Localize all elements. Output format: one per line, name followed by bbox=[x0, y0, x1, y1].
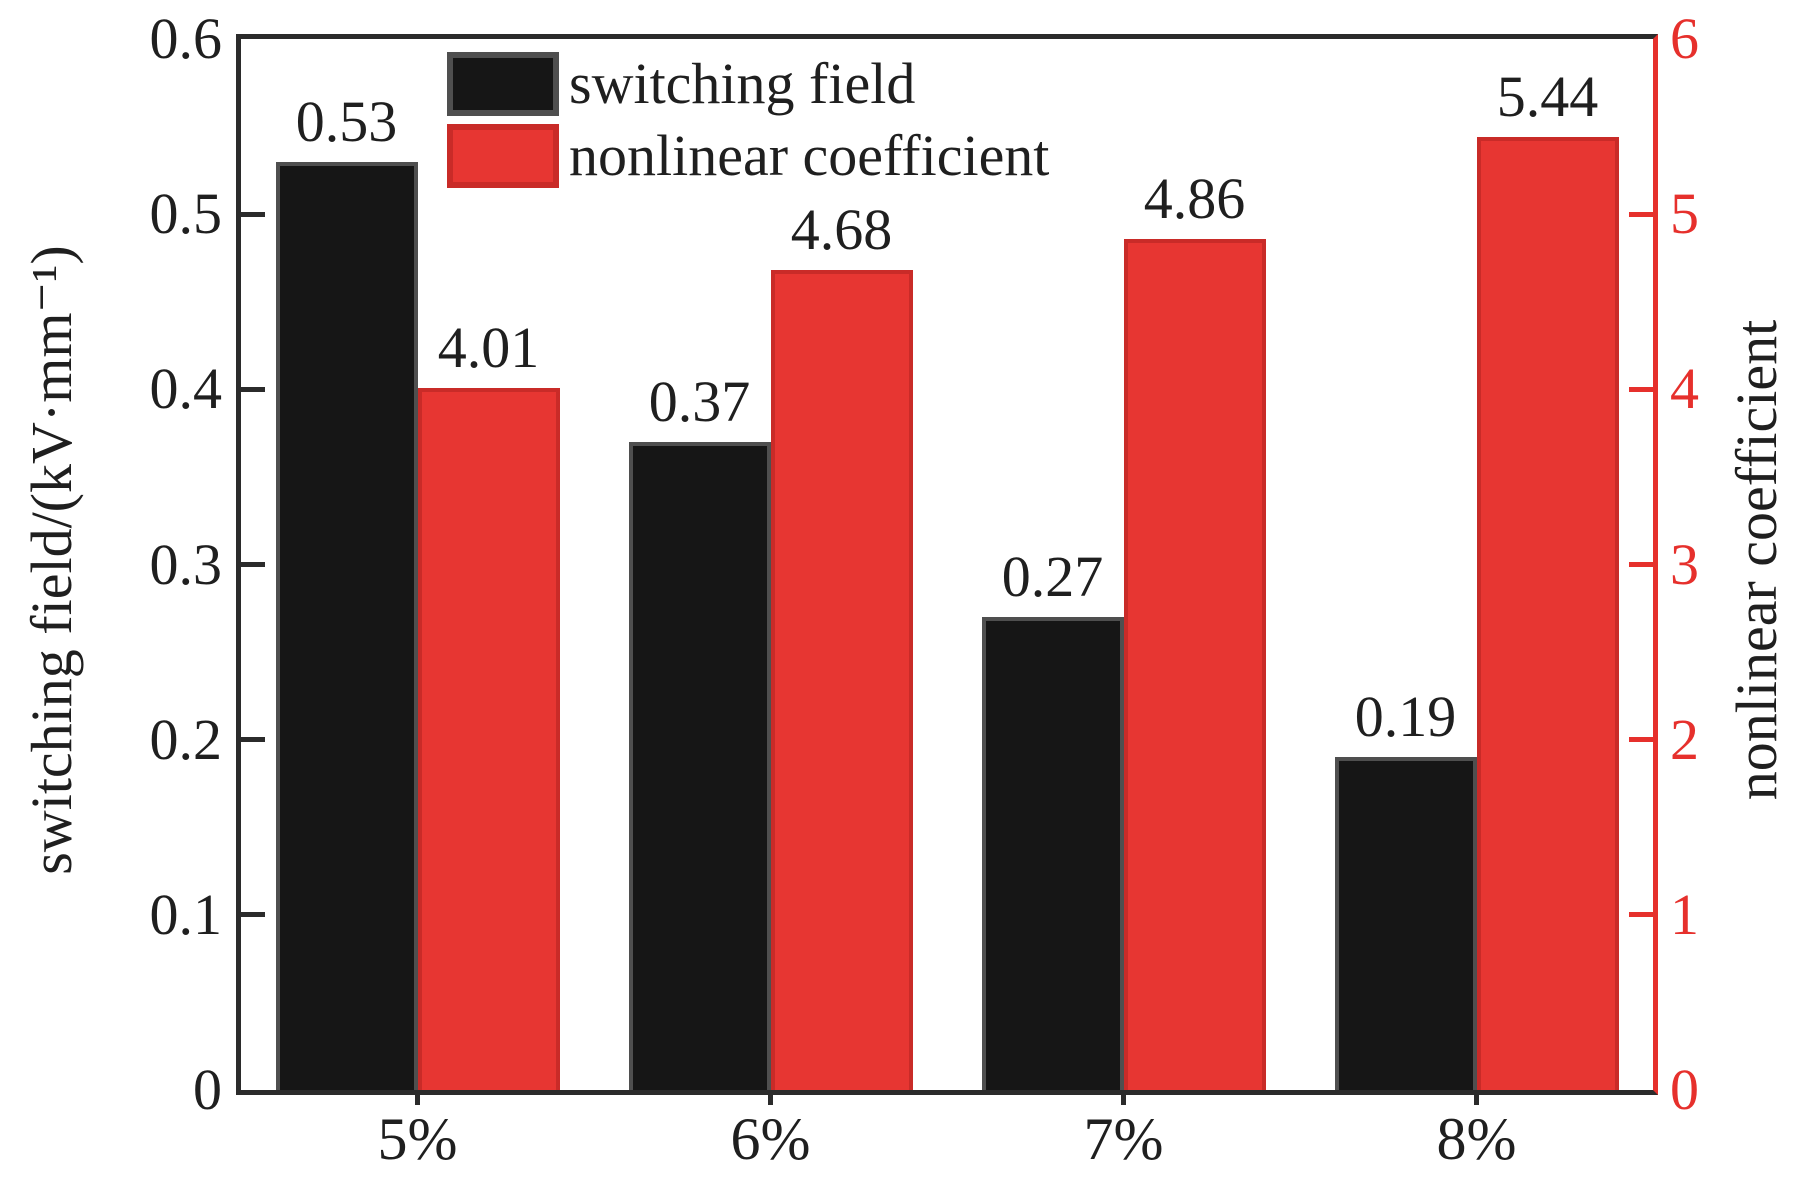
bar-nonlinear-coefficient-5% bbox=[417, 387, 560, 1090]
bar-switching-field-6% bbox=[628, 441, 771, 1090]
x-tick-6% bbox=[768, 1095, 773, 1105]
left-tick-label-0: 0 bbox=[193, 1057, 222, 1122]
x-tick-label-7%: 7% bbox=[1083, 1106, 1164, 1172]
x-tick-8% bbox=[1474, 1095, 1479, 1105]
left-tick-0.1 bbox=[241, 912, 265, 918]
right-tick-5 bbox=[1629, 211, 1653, 217]
value-label-nonlinear-coefficient-8%: 5.44 bbox=[1496, 64, 1599, 130]
value-label-nonlinear-coefficient-6%: 4.68 bbox=[790, 197, 893, 263]
legend: switching field nonlinear coefficient bbox=[447, 48, 1049, 192]
value-label-switching-field-6%: 0.37 bbox=[648, 368, 751, 434]
value-label-nonlinear-coefficient-7%: 4.86 bbox=[1143, 165, 1246, 231]
right-tick-label-1: 1 bbox=[1670, 881, 1699, 947]
plot-area bbox=[236, 34, 1658, 1095]
bar-nonlinear-coefficient-7% bbox=[1123, 238, 1266, 1090]
left-tick-label-0.1: 0.1 bbox=[149, 881, 223, 947]
legend-swatch-switching-field bbox=[447, 52, 559, 116]
value-label-switching-field-5%: 0.53 bbox=[295, 88, 398, 154]
x-tick-label-5%: 5% bbox=[377, 1106, 458, 1172]
x-tick-7% bbox=[1121, 1095, 1126, 1105]
right-tick-2 bbox=[1629, 737, 1653, 743]
value-label-nonlinear-coefficient-5%: 4.01 bbox=[437, 314, 540, 380]
right-tick-3 bbox=[1629, 562, 1653, 567]
left-tick-label-0.4: 0.4 bbox=[149, 356, 223, 422]
left-tick-0.2 bbox=[241, 737, 265, 743]
left-tick-0.3 bbox=[241, 562, 265, 567]
legend-label-switching-field: switching field bbox=[569, 51, 916, 116]
value-label-switching-field-7%: 0.27 bbox=[1001, 544, 1104, 610]
right-tick-label-4: 4 bbox=[1670, 356, 1699, 422]
left-tick-label-0.3: 0.3 bbox=[149, 531, 223, 597]
left-tick-label-0.5: 0.5 bbox=[149, 181, 223, 247]
left-tick-0.4 bbox=[241, 386, 265, 392]
right-tick-label-2: 2 bbox=[1670, 706, 1699, 772]
right-tick-label-6: 6 bbox=[1670, 6, 1699, 71]
left-tick-label-0.6: 0.6 bbox=[149, 6, 223, 71]
x-tick-5% bbox=[415, 1095, 420, 1105]
x-tick-label-8%: 8% bbox=[1436, 1106, 1517, 1172]
left-tick-label-0.2: 0.2 bbox=[149, 706, 223, 772]
bar-nonlinear-coefficient-8% bbox=[1476, 137, 1619, 1090]
bar-switching-field-7% bbox=[981, 617, 1124, 1090]
right-tick-label-3: 3 bbox=[1670, 531, 1699, 597]
left-tick-0.5 bbox=[241, 211, 265, 217]
x-tick-label-6%: 6% bbox=[730, 1106, 811, 1172]
legend-label-nonlinear-coefficient: nonlinear coefficient bbox=[569, 123, 1050, 188]
legend-item-nonlinear-coefficient: nonlinear coefficient bbox=[447, 120, 1049, 192]
right-tick-label-0: 0 bbox=[1670, 1057, 1699, 1122]
bar-switching-field-5% bbox=[275, 161, 418, 1090]
right-tick-4 bbox=[1629, 386, 1653, 392]
legend-item-switching-field: switching field bbox=[447, 48, 1049, 120]
value-label-switching-field-8%: 0.19 bbox=[1354, 684, 1457, 750]
bar-nonlinear-coefficient-6% bbox=[770, 270, 913, 1090]
bar-switching-field-8% bbox=[1334, 757, 1477, 1090]
right-tick-1 bbox=[1629, 912, 1653, 918]
right-tick-label-5: 5 bbox=[1670, 181, 1699, 247]
legend-swatch-nonlinear-coefficient bbox=[447, 124, 559, 188]
